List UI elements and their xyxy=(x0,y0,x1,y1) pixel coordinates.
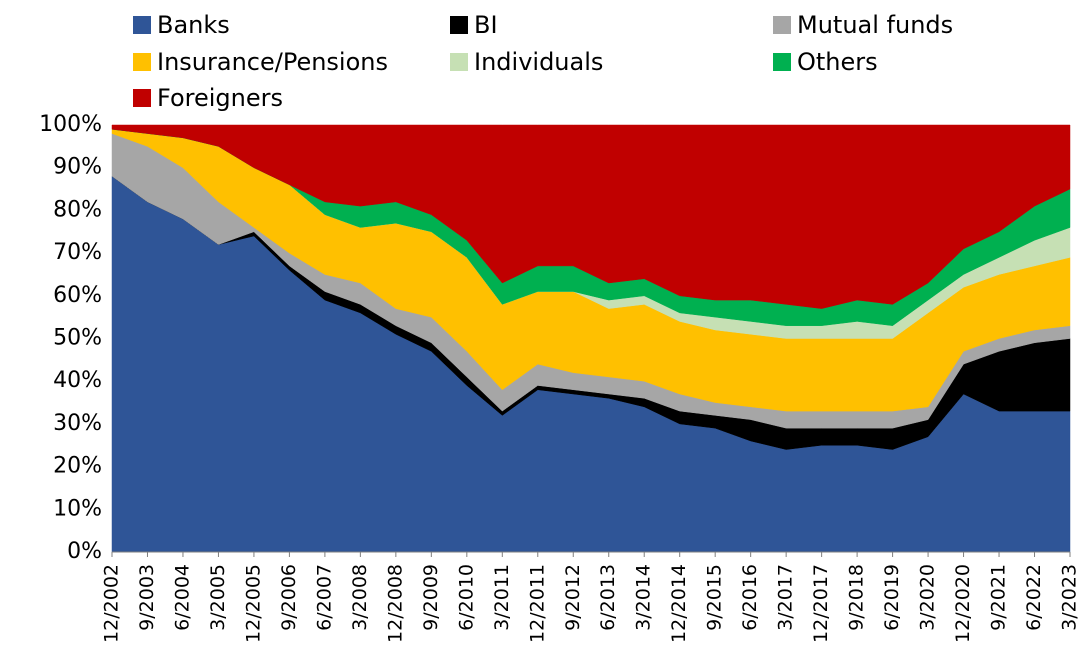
y-tick-label: 80% xyxy=(53,197,102,222)
y-tick-label: 100% xyxy=(39,112,102,137)
x-tick-label: 3/2020 xyxy=(917,564,939,631)
x-tick-label: 12/2005 xyxy=(242,564,264,643)
y-tick-label: 50% xyxy=(53,326,102,351)
legend-label: Banks xyxy=(157,11,230,39)
y-tick-label: 70% xyxy=(53,240,102,265)
x-tick-label: 9/2018 xyxy=(846,564,868,631)
y-tick-label: 40% xyxy=(53,368,102,393)
y-tick-label: 90% xyxy=(53,155,102,180)
x-tick-label: 6/2016 xyxy=(739,564,761,631)
area xyxy=(111,124,1071,309)
x-tick-label: 3/2017 xyxy=(775,564,797,631)
x-tick-label: 9/2012 xyxy=(562,564,584,631)
legend-swatch xyxy=(773,16,791,34)
y-tick-label: 10% xyxy=(53,496,102,521)
x-tick-label: 9/2009 xyxy=(420,564,442,631)
x-tick-label: 3/2014 xyxy=(633,564,655,631)
y-tick-label: 60% xyxy=(53,283,102,308)
legend-label: BI xyxy=(474,11,498,39)
x-tick-label: 3/2011 xyxy=(491,564,513,631)
legend-label: Foreigners xyxy=(157,84,283,112)
x-tick-label: 9/2021 xyxy=(988,564,1010,631)
legend-swatch xyxy=(773,53,791,71)
legend-swatch xyxy=(133,16,151,34)
x-tick-label: 12/2008 xyxy=(384,564,406,643)
x-tick-label: 12/2014 xyxy=(668,564,690,643)
x-tick-label: 12/2017 xyxy=(810,564,832,643)
legend-label: Insurance/Pensions xyxy=(157,48,388,76)
legend-label: Mutual funds xyxy=(797,11,953,39)
x-tick-label: 6/2013 xyxy=(597,564,619,631)
x-tick-label: 6/2007 xyxy=(313,564,335,631)
y-tick-label: 0% xyxy=(67,539,102,564)
x-tick-label: 6/2019 xyxy=(881,564,903,631)
y-tick-label: 20% xyxy=(53,454,102,479)
y-tick-label: 30% xyxy=(53,411,102,436)
x-tick-label: 6/2022 xyxy=(1023,564,1045,631)
x-tick-label: 9/2003 xyxy=(136,564,158,631)
legend-swatch xyxy=(450,53,468,71)
x-tick-label: 12/2020 xyxy=(952,564,974,643)
legend-label: Others xyxy=(797,48,878,76)
x-tick-label: 3/2008 xyxy=(349,564,371,631)
legend-swatch xyxy=(450,16,468,34)
x-tick-label: 12/2002 xyxy=(101,564,123,643)
x-tick-label: 9/2015 xyxy=(704,564,726,631)
x-tick-label: 3/2005 xyxy=(207,564,229,631)
legend-swatch xyxy=(133,53,151,71)
x-tick-label: 9/2006 xyxy=(278,564,300,631)
x-tick-label: 6/2010 xyxy=(455,564,477,631)
x-tick-label: 12/2011 xyxy=(526,564,548,643)
x-tick-label: 3/2023 xyxy=(1059,564,1081,631)
x-tick-label: 6/2004 xyxy=(171,564,193,631)
legend-label: Individuals xyxy=(474,48,603,76)
legend-swatch xyxy=(133,89,151,107)
